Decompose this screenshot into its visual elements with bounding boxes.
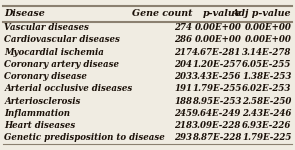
Text: 8.95E-253: 8.95E-253 xyxy=(192,97,241,106)
Text: 217: 217 xyxy=(174,48,192,57)
Text: 0.00E+00: 0.00E+00 xyxy=(195,23,241,32)
Text: 3.14E-278: 3.14E-278 xyxy=(242,48,291,57)
Text: Myocardial ischemia: Myocardial ischemia xyxy=(4,48,104,57)
Text: 204: 204 xyxy=(174,60,192,69)
Text: 0.00E+00: 0.00E+00 xyxy=(195,35,241,44)
Text: 191: 191 xyxy=(174,84,192,93)
Text: Genetic predisposition to disease: Genetic predisposition to disease xyxy=(4,134,165,142)
Text: 6.93E-226: 6.93E-226 xyxy=(242,121,291,130)
Text: 0.00E+00: 0.00E+00 xyxy=(245,35,291,44)
Text: Arterial occlusive diseases: Arterial occlusive diseases xyxy=(4,84,133,93)
Text: 1.79E-255: 1.79E-255 xyxy=(192,84,241,93)
Text: 218: 218 xyxy=(174,121,192,130)
Text: 2.43E-246: 2.43E-246 xyxy=(242,109,291,118)
Text: Cardiovascular diseases: Cardiovascular diseases xyxy=(4,35,120,44)
Text: 9.64E-249: 9.64E-249 xyxy=(192,109,241,118)
Text: 274: 274 xyxy=(174,23,192,32)
Text: 293: 293 xyxy=(174,134,192,142)
Text: 1.79E-225: 1.79E-225 xyxy=(242,134,291,142)
Text: 6.05E-255: 6.05E-255 xyxy=(242,60,291,69)
Text: 1.20E-257: 1.20E-257 xyxy=(192,60,241,69)
Text: Arteriosclerosis: Arteriosclerosis xyxy=(4,97,81,106)
Text: Disease: Disease xyxy=(4,9,45,18)
Text: 4.67E-281: 4.67E-281 xyxy=(192,48,241,57)
Text: 1.38E-253: 1.38E-253 xyxy=(242,72,291,81)
Text: 203: 203 xyxy=(174,72,192,81)
Text: Gene count: Gene count xyxy=(132,9,192,18)
Text: Adj p-value: Adj p-value xyxy=(232,9,291,18)
Text: 3.43E-256: 3.43E-256 xyxy=(192,72,241,81)
Text: 188: 188 xyxy=(174,97,192,106)
Text: Coronary artery disease: Coronary artery disease xyxy=(4,60,119,69)
Text: 286: 286 xyxy=(174,35,192,44)
Text: 3.09E-228: 3.09E-228 xyxy=(192,121,241,130)
Text: p-value: p-value xyxy=(203,9,241,18)
Text: Coronary disease: Coronary disease xyxy=(4,72,87,81)
Text: 6.02E-253: 6.02E-253 xyxy=(242,84,291,93)
Text: 245: 245 xyxy=(174,109,192,118)
Text: Heart diseases: Heart diseases xyxy=(4,121,76,130)
Text: Vascular diseases: Vascular diseases xyxy=(4,23,89,32)
Text: Inflammation: Inflammation xyxy=(4,109,71,118)
Text: 2.58E-250: 2.58E-250 xyxy=(242,97,291,106)
Text: 0.00E+00: 0.00E+00 xyxy=(245,23,291,32)
Text: 8.87E-228: 8.87E-228 xyxy=(192,134,241,142)
